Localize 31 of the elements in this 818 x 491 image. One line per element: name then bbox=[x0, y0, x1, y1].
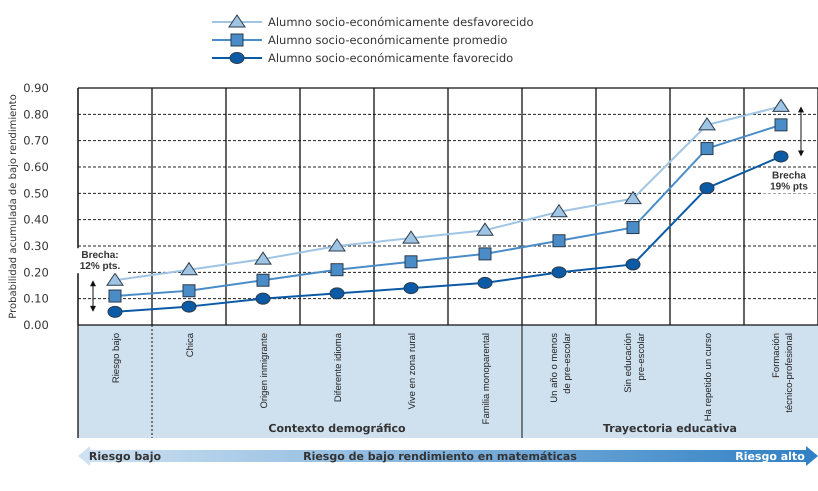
y-tick-label: 0.50 bbox=[23, 186, 49, 200]
x-tick-label: Ha repetido un curso bbox=[703, 333, 714, 422]
x-tick-label: Riesgo bajo bbox=[111, 333, 122, 384]
x-tick-label: Sin educación pre-escolar bbox=[623, 333, 647, 393]
text: Riesgo bajo bbox=[88, 450, 162, 463]
y-tick-label: 0.90 bbox=[23, 81, 49, 95]
annotation: Brecha 19% pts bbox=[770, 170, 808, 192]
x-tick-label: Origen inmigrante bbox=[259, 333, 270, 409]
x-tick-label: Un año o menos de pre-escolar bbox=[549, 332, 573, 403]
text: Riesgo de bajo rendimiento en matemáticas bbox=[303, 450, 578, 463]
text: Riesgo alto bbox=[735, 450, 806, 463]
x-tick-label: Familia monoparental bbox=[481, 333, 492, 424]
text: Contexto demográfico bbox=[268, 422, 406, 435]
x-tick-label: Diferente idioma bbox=[333, 332, 344, 402]
x-tick-label: Vive en zona rural bbox=[407, 333, 418, 410]
y-tick-label: 0.80 bbox=[23, 107, 49, 122]
text: Trayectoria educativa bbox=[603, 422, 737, 435]
y-tick-label: 0.40 bbox=[23, 212, 49, 227]
x-tick-label: Formación técnico-profesional bbox=[771, 333, 795, 413]
legend-label: Alumno socio-económicamente desfavorecido bbox=[268, 15, 534, 29]
y-tick-label: 0.70 bbox=[23, 134, 49, 148]
y-tick-label: 0.30 bbox=[23, 239, 49, 253]
annotation: Brecha: 12% pts. bbox=[80, 250, 121, 272]
legend-label: Alumno socio-económicamente promedio bbox=[268, 33, 508, 47]
y-axis-title: Probabilidad acumulada de bajo rendimiento bbox=[8, 94, 19, 319]
y-tick-label: 0.10 bbox=[23, 292, 49, 306]
y-tick-label: 0.00 bbox=[23, 318, 49, 332]
legend-label: Alumno socio-económicamente favorecido bbox=[268, 51, 514, 65]
y-tick-label: 0.60 bbox=[23, 160, 49, 174]
y-tick-label: 0.20 bbox=[23, 265, 49, 280]
x-tick-label: Chica bbox=[185, 332, 196, 358]
